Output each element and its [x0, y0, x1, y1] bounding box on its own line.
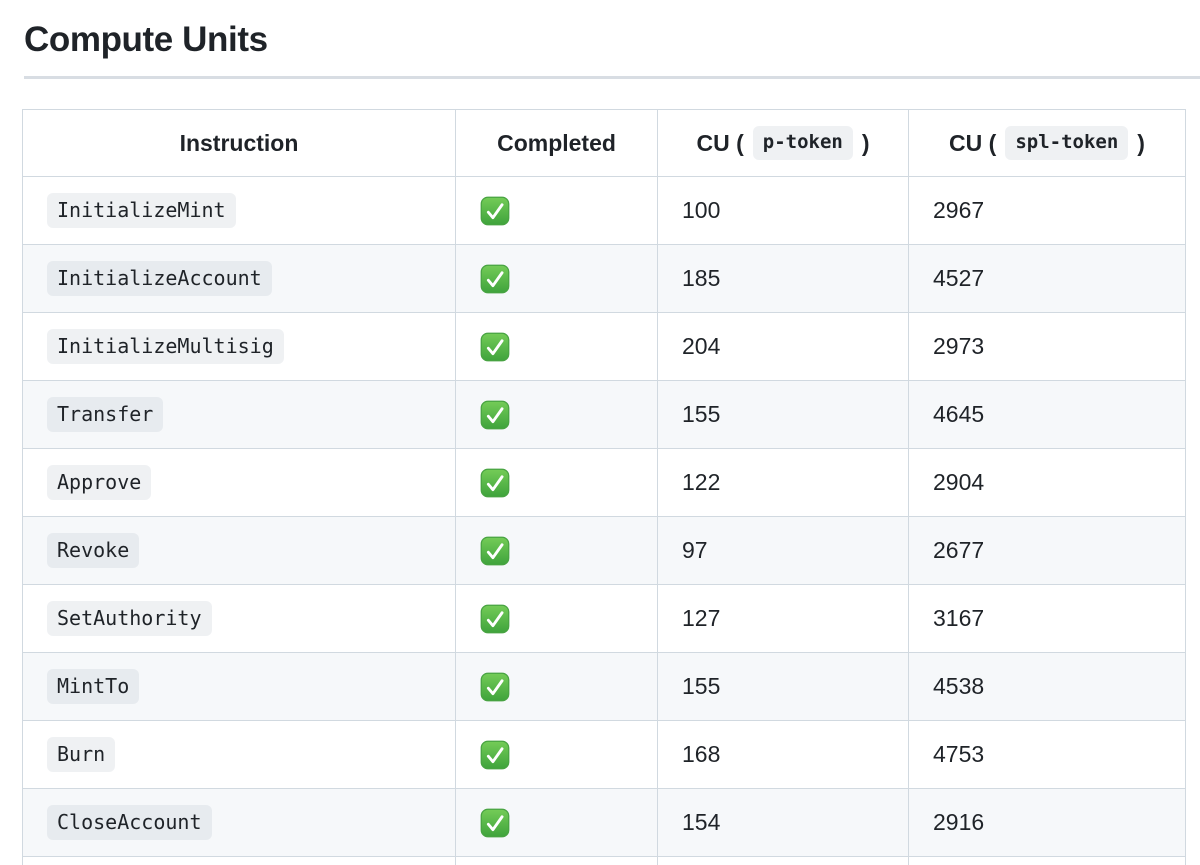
table-row-partially-visible [22, 856, 1186, 865]
completed-cell [455, 584, 658, 653]
table-header-row: Instruction Completed CU ( p-token) CU ( s… [22, 109, 1186, 177]
completed-cell [455, 380, 658, 449]
cu-spl-token-cell: 2916 [908, 788, 1186, 857]
cu-p-token-cell: 100 [657, 176, 909, 245]
cu-spl-token-cell: 2904 [908, 448, 1186, 517]
completed-cell [455, 652, 658, 721]
cu-spl-token-cell: 4753 [908, 720, 1186, 789]
cu-spl-token-cell: 2677 [908, 516, 1186, 585]
cu-p-token-cell: 204 [657, 312, 909, 381]
table-row: InitializeAccount 185 4527 [22, 244, 1186, 313]
instruction-cell: Transfer [22, 380, 456, 449]
completed-cell [455, 244, 658, 313]
cu-spl-token-cell: 2973 [908, 312, 1186, 381]
cu-spl-token-cell: 4527 [908, 244, 1186, 313]
cu-spl-token-cell: 2967 [908, 176, 1186, 245]
cu-p-token-cell [657, 856, 909, 865]
instruction-cell: CloseAccount [22, 788, 456, 857]
cu-p-token-cell: 168 [657, 720, 909, 789]
cu-p-token-cell: 127 [657, 584, 909, 653]
instruction-code-chip: CloseAccount [47, 805, 212, 840]
instruction-cell: Revoke [22, 516, 456, 585]
instruction-cell: Burn [22, 720, 456, 789]
instruction-code-chip: Burn [47, 737, 116, 772]
col-header-cu-p-token: CU ( p-token) [657, 109, 909, 177]
white-check-mark-emoji [480, 672, 510, 701]
table-row: InitializeMint 100 2967 [22, 176, 1186, 245]
cu-prefix: CU ( [696, 129, 744, 156]
white-check-mark-emoji [480, 400, 510, 429]
completed-cell [455, 176, 658, 245]
table-row: MintTo 155 4538 [22, 652, 1186, 721]
cu-p-token-cell: 155 [657, 652, 909, 721]
col-header-instruction: Instruction [22, 109, 456, 177]
white-check-mark-emoji [480, 740, 510, 769]
completed-cell [455, 516, 658, 585]
cu-spl-token-cell [908, 856, 1186, 865]
white-check-mark-emoji [480, 332, 510, 361]
cu-p-token-cell: 185 [657, 244, 909, 313]
table-row: Revoke 97 2677 [22, 516, 1186, 585]
completed-cell [455, 720, 658, 789]
cu-spl-token-cell: 3167 [908, 584, 1186, 653]
instruction-cell: SetAuthority [22, 584, 456, 653]
table-row: Transfer 155 4645 [22, 380, 1186, 449]
instruction-code-chip: InitializeAccount [47, 261, 272, 296]
white-check-mark-emoji [480, 536, 510, 565]
completed-cell [455, 856, 658, 865]
cu-spl-token-cell: 4645 [908, 380, 1186, 449]
table-row: CloseAccount 154 2916 [22, 788, 1186, 857]
instruction-cell: InitializeMint [22, 176, 456, 245]
white-check-mark-emoji [480, 468, 510, 497]
completed-cell [455, 312, 658, 381]
compute-units-table: Instruction Completed CU ( p-token) CU ( s… [22, 109, 1186, 865]
cu-suffix: ) [1137, 129, 1145, 156]
col-header-completed: Completed [455, 109, 658, 177]
cu-suffix: ) [861, 129, 870, 156]
white-check-mark-emoji [480, 264, 510, 293]
instruction-code-chip: InitializeMint [47, 193, 236, 228]
table-row: InitializeMultisig 204 2973 [22, 312, 1186, 381]
table-row: Burn 168 4753 [22, 720, 1186, 789]
spl-token-code-chip: spl-token [1005, 126, 1129, 160]
instruction-code-chip: Approve [47, 465, 152, 500]
cu-prefix: CU ( [949, 129, 997, 156]
white-check-mark-emoji [480, 808, 510, 837]
instruction-cell: Approve [22, 448, 456, 517]
instruction-cell: MintTo [22, 652, 456, 721]
cu-p-token-cell: 122 [657, 448, 909, 517]
cu-p-token-cell: 154 [657, 788, 909, 857]
col-header-cu-spl-token: CU ( spl-token) [908, 109, 1186, 177]
p-token-code-chip: p-token [752, 126, 853, 160]
instruction-code-chip: InitializeMultisig [47, 329, 284, 364]
table-row: Approve 122 2904 [22, 448, 1186, 517]
page-title: Compute Units [24, 0, 1200, 79]
completed-cell [455, 448, 658, 517]
instruction-code-chip: SetAuthority [47, 601, 212, 636]
instruction-cell: InitializeMultisig [22, 312, 456, 381]
instruction-cell [22, 856, 456, 865]
white-check-mark-emoji [480, 604, 510, 633]
cu-spl-token-cell: 4538 [908, 652, 1186, 721]
completed-cell [455, 788, 658, 857]
instruction-code-chip: Revoke [47, 533, 140, 568]
instruction-code-chip: MintTo [47, 669, 140, 704]
instruction-code-chip: Transfer [47, 397, 164, 432]
instruction-cell: InitializeAccount [22, 244, 456, 313]
cu-p-token-cell: 97 [657, 516, 909, 585]
table-row: SetAuthority 127 3167 [22, 584, 1186, 653]
white-check-mark-emoji [480, 196, 510, 225]
cu-p-token-cell: 155 [657, 380, 909, 449]
